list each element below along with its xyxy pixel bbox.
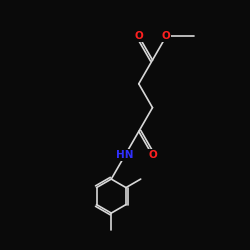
Text: HN: HN — [116, 150, 134, 160]
Text: O: O — [148, 150, 157, 160]
Text: O: O — [134, 31, 143, 41]
Text: O: O — [162, 31, 170, 41]
